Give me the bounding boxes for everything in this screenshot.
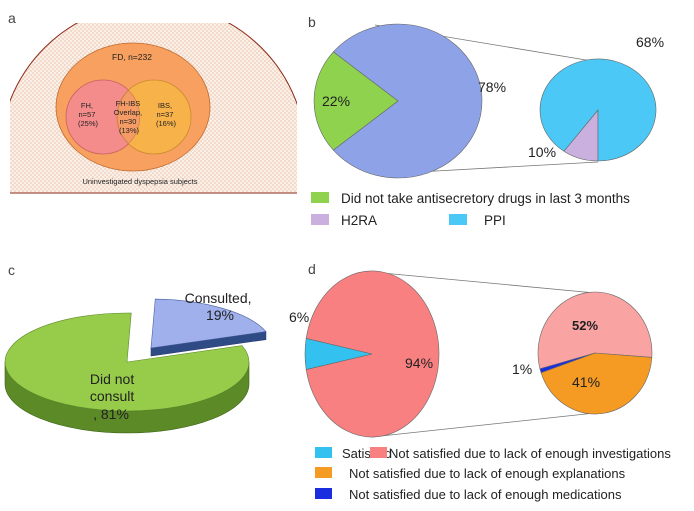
d-connector-line xyxy=(371,271,596,294)
b-main-slice-took-drugs xyxy=(332,23,483,179)
d-main-slice-not-satisfied xyxy=(305,270,440,438)
d-legend-swatch-orange xyxy=(315,467,332,478)
d-main-label-6: 6% xyxy=(289,309,309,325)
c-not-consulted-line: , 81% xyxy=(93,406,129,422)
d-legend-swatch-cyan xyxy=(315,447,332,458)
b-sub-label-10: 10% xyxy=(528,144,556,160)
c-not-consulted-line: consult xyxy=(90,388,134,404)
fh-label-line: (25%) xyxy=(78,119,99,128)
d-legend-item: Not satisfied due to lack of enough expl… xyxy=(349,466,626,481)
c-slice-consulted xyxy=(150,298,267,349)
c-consulted-line: 19% xyxy=(206,307,234,323)
panel-d-letter: d xyxy=(308,261,316,277)
c-not-consulted-label: Did not consult , 81% xyxy=(90,371,138,422)
c-3d-pie xyxy=(4,298,267,434)
d-legend-item: Not satisfied due to lack of enough inve… xyxy=(389,446,671,461)
d-legend-swatch-pink xyxy=(370,447,387,458)
b-main-label-78: 78% xyxy=(478,79,506,95)
ibs-label-line: (16%) xyxy=(156,119,177,128)
b-legend-item: H2RA xyxy=(341,213,377,228)
overlap-region xyxy=(116,89,141,145)
d-sub-pie xyxy=(537,291,653,415)
b-sub-slice-ppi xyxy=(539,58,657,162)
panel-a-letter: a xyxy=(8,10,16,26)
d-sub-label-1: 1% xyxy=(512,361,532,377)
b-legend-swatch-cyan xyxy=(449,214,467,225)
d-main-pie xyxy=(304,270,440,438)
d-sub-slice-explanations xyxy=(540,352,653,415)
b-main-pie xyxy=(313,23,483,179)
panel-b: b 78% 22% 68% 10% Did not take antisecre… xyxy=(308,14,664,228)
d-sub-slice-investigations xyxy=(537,291,653,370)
fh-label-line: n=57 xyxy=(79,110,96,119)
d-sub-label-52: 52% xyxy=(572,318,598,333)
outer-population-label: Uninvestigated dyspepsia subjects xyxy=(82,177,197,186)
panel-c: c Consulted, 19% Did not consult , 81% xyxy=(4,262,267,434)
b-legend-item: Did not take antisecretory drugs in last… xyxy=(341,191,630,206)
fh-label-line: FH, xyxy=(81,101,93,110)
overlap-label-line: Overlap, xyxy=(114,108,142,117)
panel-a: a FD, n=232 FH, n=57 (25%) FH-IBS Overla… xyxy=(8,10,297,194)
fh-label: FH, n=57 (25%) xyxy=(78,101,99,128)
ibs-label-line: IBS, xyxy=(158,101,172,110)
d-main-slice-satisfied xyxy=(304,338,373,370)
b-legend-swatch-lilac xyxy=(311,214,329,225)
b-main-label-22: 22% xyxy=(322,93,350,109)
b-legend-item: PPI xyxy=(484,213,506,228)
panel-b-letter: b xyxy=(308,14,316,30)
b-connector-line xyxy=(417,161,599,173)
c-consulted-label: Consulted, 19% xyxy=(185,290,256,323)
c-consulted-line: Consulted, xyxy=(185,290,252,306)
panel-d: d 94% 6% 52% 41% 1% Satisfied Not satisf… xyxy=(289,261,671,502)
b-sub-pie xyxy=(539,58,657,162)
overlap-label-line: n=30 xyxy=(120,117,137,126)
panel-c-letter: c xyxy=(8,262,15,278)
overlap-label-line: (13%) xyxy=(119,126,140,135)
overlap-label-line: FH-IBS xyxy=(116,99,141,108)
d-legend-swatch-navy xyxy=(315,488,332,499)
d-legend-item: Not satisfied due to lack of enough medi… xyxy=(349,487,622,502)
ibs-label-line: n=37 xyxy=(157,110,174,119)
overlap-label: FH-IBS Overlap, n=30 (13%) xyxy=(114,99,144,135)
d-sub-label-41: 41% xyxy=(572,374,600,390)
b-main-slice-no-drugs xyxy=(313,51,399,151)
d-sub-slice-medications xyxy=(539,352,596,374)
c-not-consulted-line: Did not xyxy=(90,371,134,387)
fd-label: FD, n=232 xyxy=(112,52,152,62)
b-legend-swatch-green xyxy=(311,192,329,203)
c-slice-not-consulted xyxy=(4,312,250,412)
ibs-label: IBS, n=37 (16%) xyxy=(156,101,177,128)
d-connector-line xyxy=(371,412,596,438)
d-main-label-94: 94% xyxy=(405,355,433,371)
b-sub-label-68: 68% xyxy=(636,34,664,50)
